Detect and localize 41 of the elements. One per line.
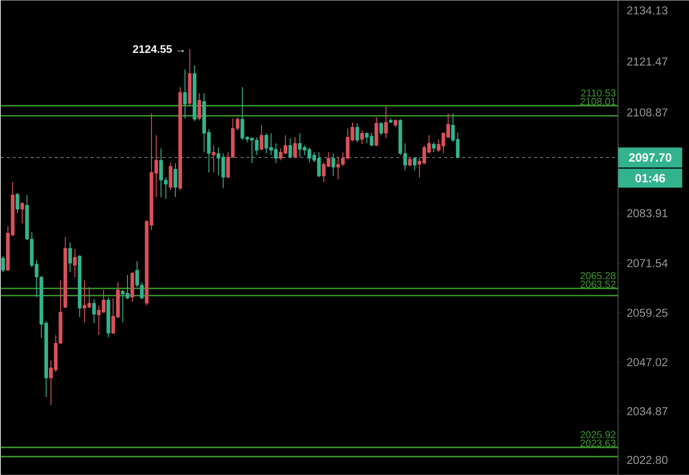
y-tick-label: 2071.54 (627, 258, 668, 268)
candlestick (360, 130, 364, 144)
candlestick (212, 144, 216, 173)
candlestick (174, 162, 178, 198)
y-tick-label: 2083.91 (627, 208, 668, 218)
y-tick-label: 2022.80 (627, 456, 668, 464)
ref-line-label: 2108.01 (580, 98, 616, 105)
candlestick (384, 106, 388, 138)
ref-line-label: 2097.70 (629, 153, 672, 162)
y-tick-label: 2034.87 (627, 407, 668, 416)
y-tick-label: 2047.02 (627, 358, 668, 366)
candlestick (260, 124, 264, 151)
annotation: 2124.55 → (132, 45, 184, 53)
candlestick (355, 122, 360, 142)
text: 01:46 (635, 174, 666, 182)
candlestick (331, 152, 336, 176)
candlestick (168, 162, 172, 190)
candlestick (432, 142, 436, 153)
y-tick-label: 2059.25 (627, 308, 668, 317)
candlestick (20, 202, 24, 224)
candlestick (92, 298, 96, 324)
candlestick (379, 122, 384, 136)
y-tick-label: 2134.13 (627, 6, 668, 14)
ref-line-label: 2023.63 (580, 439, 616, 447)
candlestick (374, 116, 378, 146)
candlestick (293, 136, 297, 159)
candlestick (73, 248, 77, 278)
ref-line-label: 2065.28 (580, 272, 616, 280)
ref-line-label: 2025.92 (580, 430, 616, 438)
candlestick (412, 156, 417, 171)
candlestick (68, 242, 72, 272)
candlestick (16, 192, 20, 214)
y-tick-label: 2108.87 (627, 108, 668, 116)
ref-line-label: 2063.52 (580, 280, 616, 288)
candlestick (1, 255, 5, 272)
ref-line-label: 2110.53 (581, 89, 616, 96)
y-tick-label: 2121.47 (627, 57, 668, 66)
candlestick (197, 92, 202, 121)
candlestick (408, 156, 412, 167)
candlestick (288, 138, 292, 159)
candlestick (183, 68, 187, 119)
